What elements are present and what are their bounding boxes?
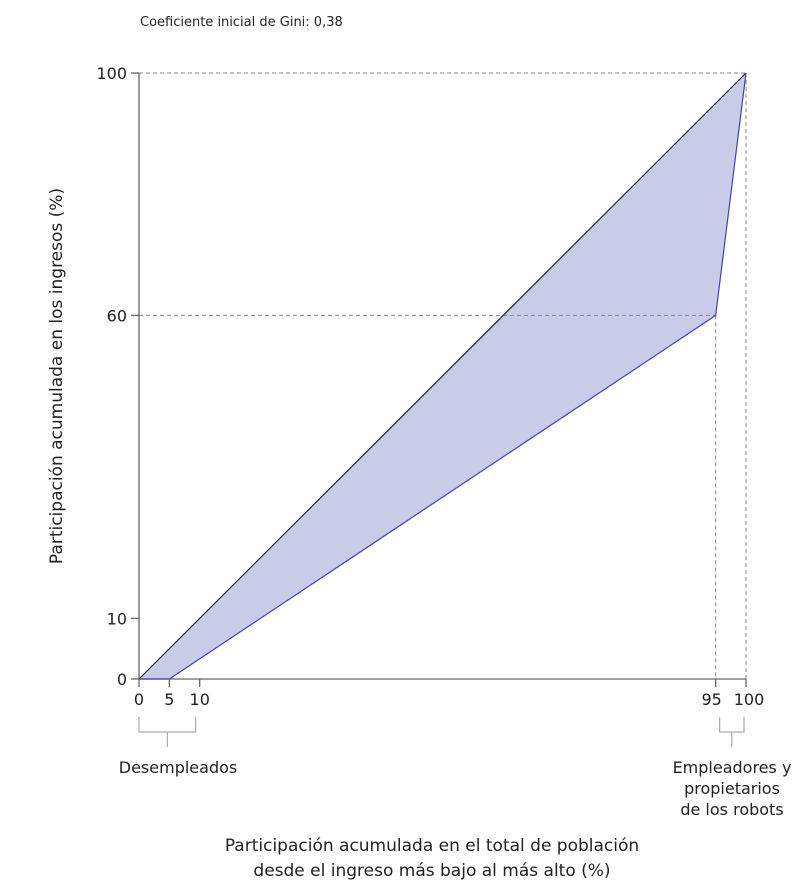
y-tick-label-10: 10 <box>107 609 127 628</box>
x-tick-label-0: 0 <box>134 690 144 709</box>
y-tick-label-60: 60 <box>107 306 127 325</box>
y-axis-label: Participación acumulada en los ingresos … <box>47 188 67 564</box>
lorenz-curve <box>139 72 747 680</box>
x-tick-label-95: 95 <box>701 690 721 709</box>
x-axis-label-line-2: desde el ingreso más bajo al más alto (%… <box>253 861 610 881</box>
chart-title: Coeficiente inicial de Gini: 0,38 <box>140 15 343 30</box>
x-tick-label-100: 100 <box>734 690 765 709</box>
equality-line <box>138 72 747 680</box>
annotation-label-1-line-1: propietarios <box>684 779 780 798</box>
x-tick-label-5: 5 <box>164 690 174 709</box>
annotation-bracket-0 <box>138 717 197 747</box>
annotation-label-0-line-0: Desempleados <box>119 758 237 777</box>
annotation-label-1-line-2: de los robots <box>680 800 783 819</box>
annotation-bracket-1 <box>719 717 745 747</box>
x-axis-label-line-1: Participación acumulada en el total de p… <box>225 836 639 856</box>
y-tick-label-100: 100 <box>96 64 127 83</box>
x-tick-label-10: 10 <box>190 690 210 709</box>
annotation-label-1-line-0: Empleadores y <box>673 758 792 777</box>
y-tick-label-0: 0 <box>117 670 127 689</box>
